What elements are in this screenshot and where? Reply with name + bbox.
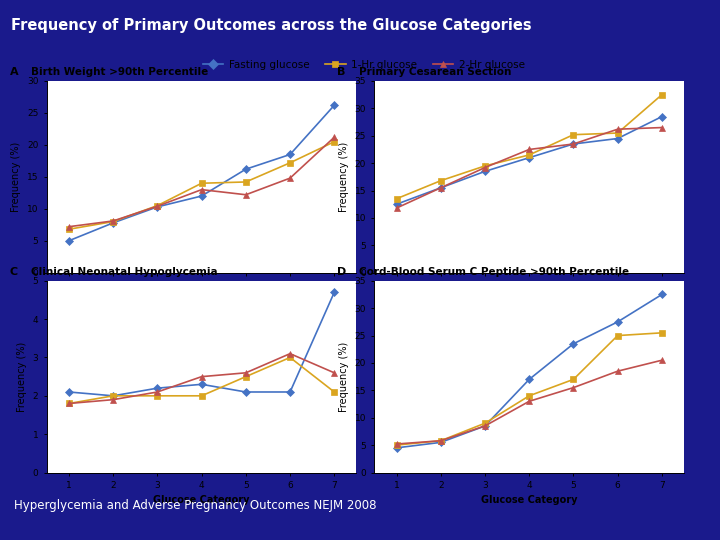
Y-axis label: Frequency (%): Frequency (%): [12, 141, 22, 212]
Y-axis label: Frequency (%): Frequency (%): [339, 341, 349, 412]
Text: Frequency of Primary Outcomes across the Glucose Categories: Frequency of Primary Outcomes across the…: [11, 18, 531, 33]
X-axis label: Glucose Category: Glucose Category: [153, 495, 250, 505]
X-axis label: Glucose Category: Glucose Category: [481, 295, 577, 306]
Text: D: D: [337, 267, 346, 277]
Text: A: A: [9, 67, 18, 77]
Y-axis label: Frequency (%): Frequency (%): [339, 141, 349, 212]
Text: Clinical Neonatal Hypoglycemia: Clinical Neonatal Hypoglycemia: [32, 267, 218, 277]
Text: B: B: [337, 67, 346, 77]
Text: Hyperglycemia and Adverse Pregnancy Outcomes NEJM 2008: Hyperglycemia and Adverse Pregnancy Outc…: [14, 500, 377, 512]
X-axis label: Glucose Category: Glucose Category: [153, 295, 250, 306]
Legend: Fasting glucose, 1-Hr glucose, 2-Hr glucose: Fasting glucose, 1-Hr glucose, 2-Hr gluc…: [199, 56, 528, 74]
Text: Birth Weight >90th Percentile: Birth Weight >90th Percentile: [32, 67, 209, 77]
Text: C: C: [9, 267, 18, 277]
X-axis label: Glucose Category: Glucose Category: [481, 495, 577, 505]
Text: Cord-Blood Serum C Peptide >90th Percentile: Cord-Blood Serum C Peptide >90th Percent…: [359, 267, 629, 277]
Text: Primary Cesarean Section: Primary Cesarean Section: [359, 67, 511, 77]
Y-axis label: Frequency (%): Frequency (%): [17, 341, 27, 412]
